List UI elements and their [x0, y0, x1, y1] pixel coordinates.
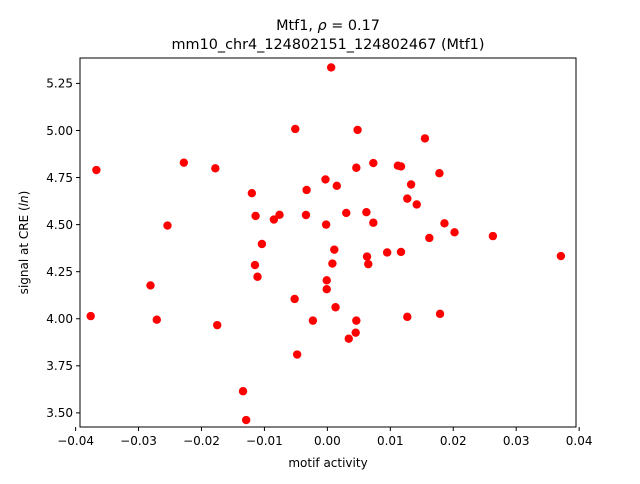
x-tick-label: 0.02: [440, 434, 467, 448]
data-point: [396, 162, 406, 171]
data-point: [353, 125, 362, 135]
data-point: [290, 294, 299, 304]
data-point: [291, 124, 300, 134]
data-point: [302, 185, 311, 195]
data-point: [251, 211, 260, 221]
data-point: [362, 207, 371, 217]
data-point: [163, 221, 172, 230]
data-point: [86, 311, 95, 321]
data-point: [364, 259, 373, 269]
x-tick-label: −0.01: [246, 434, 283, 448]
data-point: [179, 158, 189, 167]
data-point: [92, 165, 101, 175]
x-tick-label: 0.03: [503, 434, 530, 448]
data-point: [351, 328, 360, 337]
data-point: [352, 316, 361, 325]
data-point: [321, 175, 330, 184]
data-point: [328, 259, 337, 268]
data-point: [420, 134, 430, 143]
data-point: [211, 164, 220, 173]
data-point: [257, 239, 267, 249]
data-point: [406, 180, 416, 189]
data-point: [247, 188, 257, 198]
data-point: [331, 303, 340, 312]
data-point: [250, 260, 260, 270]
data-point: [322, 276, 331, 285]
chart-subtitle: mm10_chr4_124802151_124802467 (Mtf1): [172, 37, 485, 53]
y-tick-label: 4.25: [46, 265, 73, 279]
x-tick-label: 0.01: [377, 434, 404, 448]
data-point: [369, 218, 378, 227]
data-point: [352, 163, 361, 172]
data-point: [396, 247, 406, 257]
x-tick-label: −0.03: [120, 434, 157, 448]
points-layer: [86, 63, 566, 425]
data-point: [292, 350, 302, 359]
y-tick-label: 4.00: [46, 312, 73, 326]
data-point: [440, 219, 449, 228]
data-point: [269, 215, 279, 224]
chart-title: Mtf1, ρ = 0.17: [276, 18, 380, 34]
data-point: [403, 194, 412, 203]
data-point: [435, 309, 445, 319]
data-point: [412, 200, 421, 209]
data-point: [382, 248, 392, 257]
data-point: [403, 312, 412, 322]
x-tick-label: −0.04: [57, 434, 94, 448]
data-point: [330, 245, 339, 254]
data-point: [322, 284, 331, 294]
data-point: [332, 181, 342, 191]
data-point: [556, 251, 566, 261]
data-point: [369, 158, 378, 168]
data-point: [450, 228, 459, 237]
y-tick-label: 3.75: [46, 359, 73, 373]
y-tick-label: 3.50: [46, 406, 73, 420]
data-point: [275, 210, 284, 220]
data-point: [238, 387, 248, 396]
x-tick-label: 0.04: [566, 434, 593, 448]
data-point: [308, 316, 318, 325]
data-point: [213, 320, 222, 330]
y-tick-label: 4.75: [46, 171, 73, 185]
x-axis-ticks: −0.04 −0.03 −0.02 −0.01 0.00 0.01 0.02 0.03 0.04: [57, 427, 593, 448]
x-tick-label: −0.02: [183, 434, 220, 448]
y-axis-ticks: 3.50 3.75 4.00 4.25 4.50 4.75 5.00 5.25: [46, 77, 80, 420]
data-point: [362, 252, 372, 261]
plot-frame: [79, 57, 577, 428]
y-tick-label: 4.50: [46, 218, 73, 232]
data-point: [425, 233, 434, 243]
y-axis-label: signal at CRE (ln): [17, 191, 31, 295]
data-point: [253, 272, 262, 281]
data-point: [321, 220, 331, 229]
data-point: [241, 415, 251, 425]
data-point: [342, 208, 351, 218]
y-tick-label: 5.00: [46, 124, 73, 138]
data-point: [435, 169, 444, 178]
data-point: [146, 281, 155, 290]
x-axis-label: motif activity: [288, 456, 367, 470]
x-tick-label: 0.00: [314, 434, 341, 448]
y-tick-label: 5.25: [46, 77, 73, 91]
data-point: [152, 315, 161, 324]
data-point: [301, 210, 311, 220]
data-point: [326, 63, 336, 72]
data-point: [344, 334, 353, 343]
data-point: [488, 231, 498, 241]
